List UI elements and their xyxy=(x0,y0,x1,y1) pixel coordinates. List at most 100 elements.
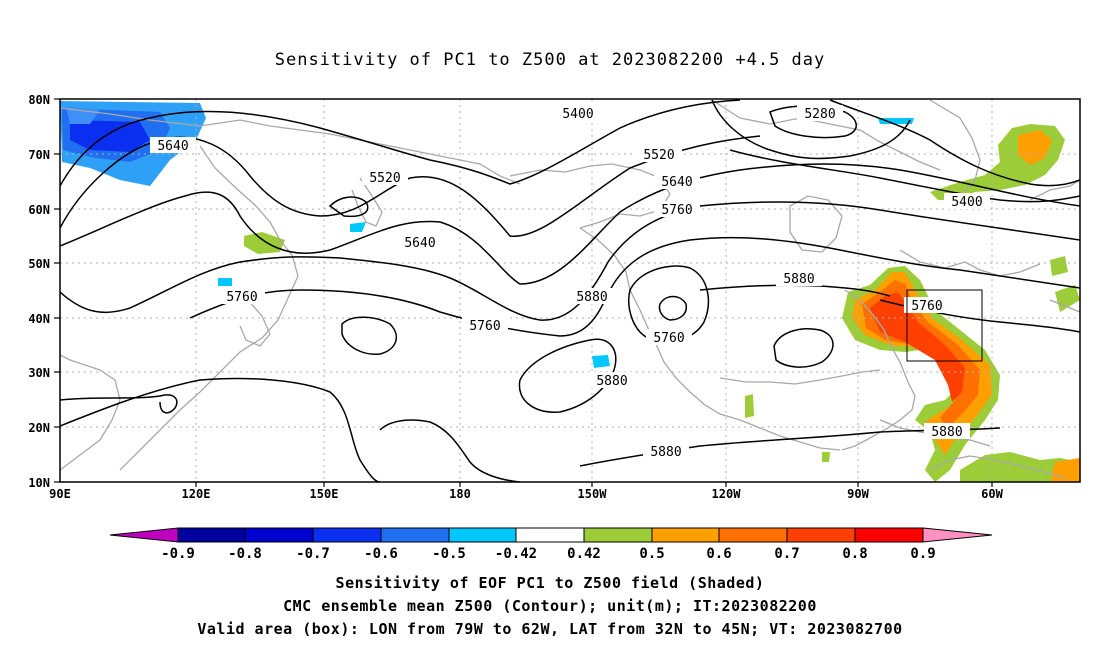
contour-label-5760-box: 5760 xyxy=(904,297,950,314)
contour-labels: 5400 5280 5640 5520 5520 5640 5760 5400 … xyxy=(150,105,990,460)
svg-text:5760: 5760 xyxy=(469,319,500,334)
colorbar-swatch-under xyxy=(109,527,179,543)
svg-text:5640: 5640 xyxy=(404,236,435,251)
lon-label-120w: 120W xyxy=(712,487,742,501)
contour-line-14 xyxy=(628,265,710,343)
lat-label-70n: 70N xyxy=(28,148,50,162)
shade-negative-8 xyxy=(592,355,610,368)
colorbar-swatch-3 xyxy=(312,527,382,543)
colorbar-label: -0.6 xyxy=(364,546,398,562)
valid-area-box xyxy=(906,289,983,362)
longitude-ticks xyxy=(195,482,993,487)
shade-negative-5 xyxy=(878,118,914,124)
contour-label-5280: 5280 xyxy=(797,105,843,122)
colorbar xyxy=(109,527,993,543)
contour-line-4 xyxy=(60,201,1080,321)
svg-text:5880: 5880 xyxy=(931,425,962,440)
shade-green-kamchatka xyxy=(244,232,285,254)
coast-japan xyxy=(239,299,271,347)
colorbar-swatch-10 xyxy=(786,527,856,543)
svg-text:5640: 5640 xyxy=(661,175,692,190)
coastlines xyxy=(60,99,1080,479)
svg-text:5880: 5880 xyxy=(783,272,814,287)
colorbar-label: -0.7 xyxy=(296,546,330,562)
latitude-ticks xyxy=(54,98,60,483)
lat-label-10n: 10N xyxy=(28,476,50,490)
colorbar-label: 0.42 xyxy=(567,546,601,562)
contour-label-5880-se: 5880 xyxy=(924,423,970,440)
shade-negative-6 xyxy=(350,222,366,232)
svg-text:5760: 5760 xyxy=(661,203,692,218)
contour-label-5400-n: 5400 xyxy=(555,105,601,122)
coast-arctic-islands xyxy=(711,99,941,171)
contour-line-18 xyxy=(60,377,381,482)
graticule xyxy=(60,99,1080,482)
colorbar-swatch-9 xyxy=(718,527,788,543)
colorbar-swatch-7 xyxy=(583,527,653,543)
shade-negative-4 xyxy=(66,106,100,124)
shade-green-east2 xyxy=(1055,285,1080,312)
coast-na-east xyxy=(841,289,916,451)
lat-label-40n: 40N xyxy=(28,312,50,326)
coast-europe-east2 xyxy=(1049,299,1080,313)
caption-valid-area: Valid area (box): LON from 79W to 62W, L… xyxy=(197,620,903,638)
contour-label-5880-center: 5880 xyxy=(569,288,615,305)
contour-line-5 xyxy=(189,236,1080,337)
svg-text:5280: 5280 xyxy=(804,107,835,122)
coast-asia-east xyxy=(119,145,299,471)
colorbar-swatch-6 xyxy=(515,527,585,543)
lat-label-60n: 60N xyxy=(28,203,50,217)
contour-label-5640-nw: 5640 xyxy=(150,137,196,154)
colorbar-swatch-5 xyxy=(448,527,517,543)
caption-shaded: Sensitivity of EOF PC1 to Z500 field (Sh… xyxy=(335,574,765,592)
colorbar-label: 0.9 xyxy=(910,546,935,562)
coast-east-asia-mainland xyxy=(60,354,121,471)
caption-contour: CMC ensemble mean Z500 (Contour); unit(m… xyxy=(283,597,817,615)
svg-text:5520: 5520 xyxy=(369,171,400,186)
contour-line-3 xyxy=(60,163,1080,285)
latitude-labels: 80N 70N 60N 50N 40N 30N 20N 10N xyxy=(28,93,50,490)
colorbar-swatch-1 xyxy=(177,527,246,543)
contour-label-5520-w: 5520 xyxy=(362,169,408,186)
svg-text:5520: 5520 xyxy=(643,148,674,163)
contour-label-5880-e: 5880 xyxy=(776,270,822,287)
svg-text:5400: 5400 xyxy=(562,107,593,122)
colorbar-swatch-11 xyxy=(854,527,924,543)
colorbar-swatch-8 xyxy=(651,527,720,543)
contour-line-1 xyxy=(60,99,741,187)
svg-text:5760: 5760 xyxy=(226,290,257,305)
svg-text:5880: 5880 xyxy=(576,290,607,305)
svg-text:5880: 5880 xyxy=(650,445,681,460)
contour-line-10 xyxy=(829,99,1080,187)
colorbar-swatch-2 xyxy=(244,527,314,543)
contour-label-5640-center: 5640 xyxy=(654,173,700,190)
coast-na-west xyxy=(579,227,841,451)
colorbar-label: -0.8 xyxy=(228,546,262,562)
coast-southamerica xyxy=(929,455,1066,479)
contour-label-5880-s: 5880 xyxy=(589,372,635,389)
lat-label-30n: 30N xyxy=(28,366,50,380)
colorbar-label: -0.9 xyxy=(161,546,195,562)
svg-text:5760: 5760 xyxy=(653,331,684,346)
contour-line-15 xyxy=(658,295,688,321)
contour-line-13 xyxy=(341,316,398,355)
colorbar-swatch-over xyxy=(922,527,993,543)
contour-label-5760-center: 5760 xyxy=(654,201,700,218)
colorbar-labels: -0.9 -0.8 -0.7 -0.6 -0.5 -0.42 0.42 0.5 … xyxy=(161,546,936,562)
lon-label-120e: 120E xyxy=(182,487,211,501)
lon-label-60w: 60W xyxy=(981,487,1003,501)
sensitivity-shading xyxy=(60,101,1080,482)
shade-orange-labrador xyxy=(1018,130,1052,165)
chart-title: Sensitivity of PC1 to Z500 at 2023082200… xyxy=(274,50,826,70)
coast-gulf xyxy=(719,369,881,385)
colorbar-label: -0.42 xyxy=(495,546,537,562)
contour-line-21 xyxy=(60,394,178,414)
contour-line-12 xyxy=(328,196,369,218)
contour-line-17 xyxy=(773,328,834,368)
lon-label-90e: 90E xyxy=(49,487,71,501)
lon-label-150w: 150W xyxy=(578,487,608,501)
longitude-labels: 90E 120E 150E 180 150W 120W 90W 60W xyxy=(49,487,1003,501)
contour-label-5760-low: 5760 xyxy=(646,329,692,346)
lat-label-50n: 50N xyxy=(28,257,50,271)
